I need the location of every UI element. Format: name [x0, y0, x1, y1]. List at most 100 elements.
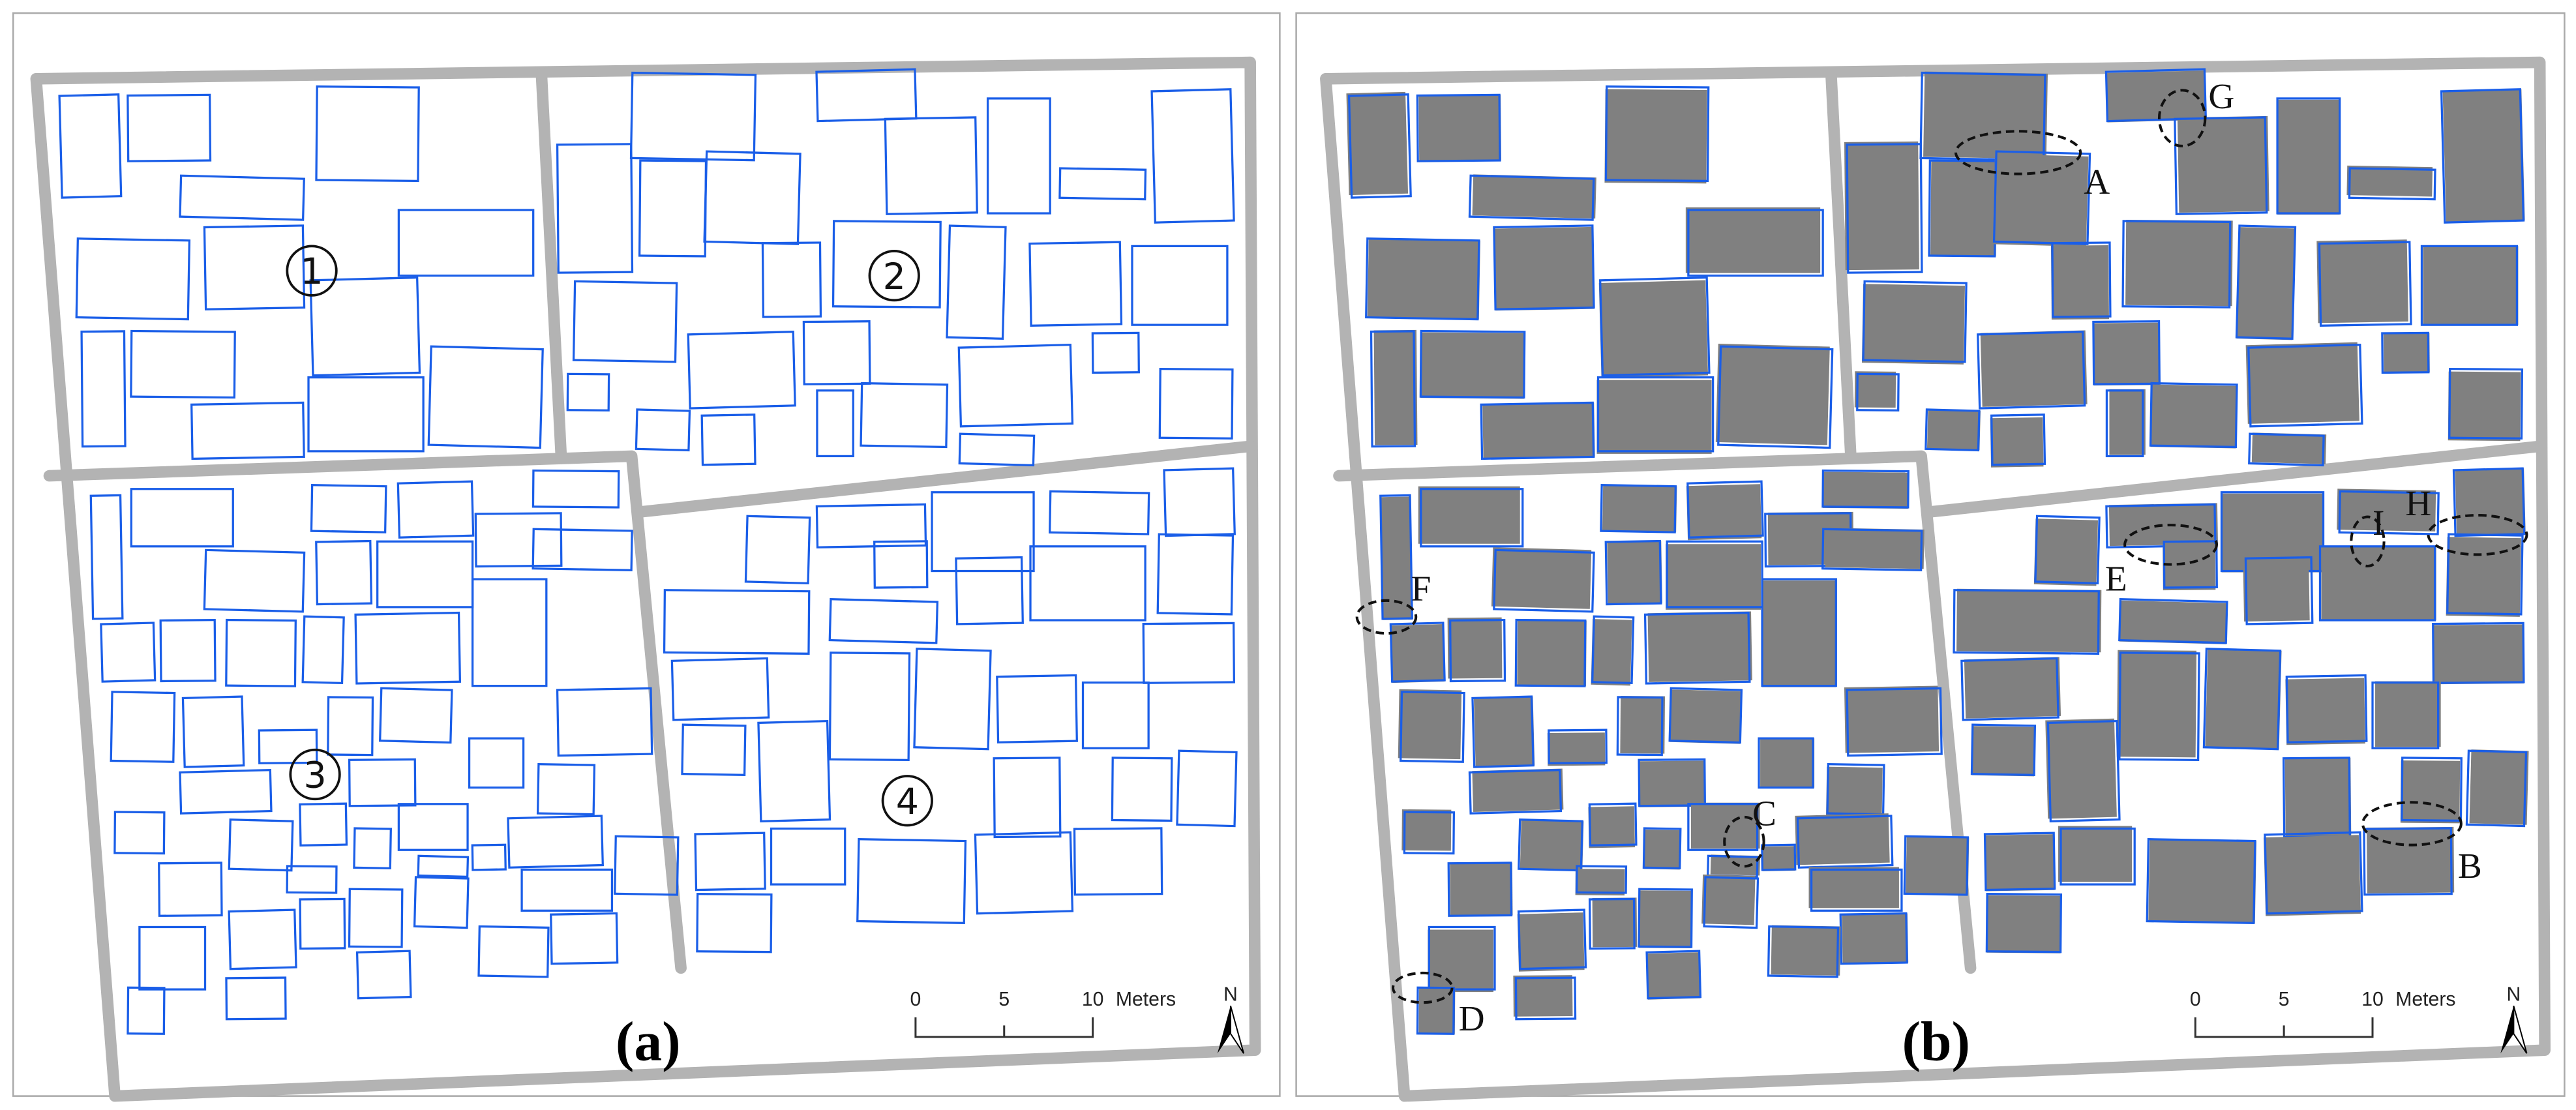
- building: [179, 174, 305, 221]
- building: [2381, 331, 2430, 374]
- building-outline: [471, 578, 548, 687]
- building: [1419, 329, 1526, 399]
- building-footprint: [2337, 488, 2436, 532]
- building-outline: [696, 893, 773, 953]
- building: [1844, 141, 1923, 274]
- highlight-ellipse: [1355, 599, 1418, 635]
- building: [1638, 888, 1693, 949]
- building-outline: [58, 93, 123, 199]
- building: [2400, 757, 2463, 824]
- building: [670, 657, 770, 721]
- building-outline: [831, 220, 942, 308]
- building-footprint: [1428, 929, 1493, 993]
- building-footprint: [1592, 897, 1638, 948]
- building-outline: [816, 389, 854, 458]
- building-footprint: [2442, 89, 2525, 223]
- building: [2163, 540, 2218, 591]
- building-outline: [1638, 888, 1693, 948]
- building: [1686, 480, 1764, 541]
- roads: [30, 56, 1261, 1102]
- building: [536, 763, 596, 816]
- building: [471, 578, 548, 687]
- building: [1058, 167, 1147, 201]
- building: [802, 320, 871, 385]
- building-outline: [2348, 167, 2436, 201]
- building-outline: [310, 484, 387, 533]
- building: [75, 237, 191, 321]
- building: [993, 757, 1062, 839]
- building-outline: [1163, 467, 1236, 537]
- building: [1158, 367, 1234, 440]
- building-footprint: [2045, 718, 2117, 819]
- building-outline: [1518, 818, 1583, 872]
- building-footprint: [1854, 371, 1896, 408]
- building: [2285, 674, 2368, 745]
- building-footprint: [1547, 732, 1606, 766]
- building: [181, 695, 245, 768]
- building-outline: [159, 618, 217, 683]
- building-footprint: [1701, 874, 1756, 925]
- building-outline: [1983, 832, 2056, 892]
- annotation-F: F: [1411, 569, 1431, 608]
- building: [1163, 467, 1236, 537]
- building-outline: [1992, 150, 2091, 245]
- building-outline: [2276, 97, 2341, 215]
- building: [1480, 401, 1595, 460]
- building-outline: [1468, 768, 1563, 815]
- building-footprint: [1762, 580, 1836, 687]
- building-outline: [2247, 343, 2363, 428]
- building-outline: [2174, 116, 2268, 215]
- building: [1365, 237, 1480, 321]
- building-outline: [1953, 589, 2100, 655]
- building-outline: [1642, 827, 1682, 870]
- building: [1547, 728, 1608, 766]
- panel-frame: [1295, 12, 2566, 1097]
- building-outline: [397, 803, 469, 851]
- building-outline: [471, 843, 507, 871]
- building: [1903, 835, 1969, 896]
- building-footprint: [1604, 89, 1707, 184]
- building-outline: [2104, 68, 2208, 123]
- building: [348, 888, 404, 948]
- building: [299, 897, 346, 950]
- building: [703, 150, 801, 245]
- building-footprint: [2109, 389, 2146, 455]
- building: [1642, 827, 1682, 870]
- building-outline: [1416, 93, 1501, 162]
- building: [2371, 681, 2441, 749]
- building-outline: [348, 888, 404, 948]
- building: [1150, 88, 1235, 224]
- building: [694, 832, 766, 892]
- building-outline: [1156, 533, 1235, 616]
- building: [566, 372, 610, 412]
- building: [1795, 813, 1894, 869]
- building-footprint: [1971, 726, 2035, 777]
- building-outline: [556, 687, 653, 757]
- building-outline: [757, 719, 831, 822]
- building-footprint: [1472, 768, 1564, 813]
- building: [2363, 826, 2455, 896]
- building: [471, 843, 507, 871]
- building-footprint: [2245, 342, 2359, 424]
- building-outline: [113, 811, 166, 855]
- building: [1844, 685, 1943, 757]
- building: [1028, 241, 1123, 327]
- building-footprint: [1761, 846, 1795, 871]
- building-outline: [376, 540, 474, 608]
- building-footprint: [1964, 657, 2061, 719]
- building-footprint: [1822, 472, 1909, 509]
- building: [130, 329, 236, 399]
- building: [1643, 611, 1752, 685]
- building: [2050, 241, 2112, 320]
- building-footprint: [2108, 503, 2219, 547]
- svg-text:2: 2: [883, 256, 906, 298]
- building-outline: [1150, 88, 1235, 224]
- building: [520, 868, 614, 912]
- building-footprint: [2093, 322, 2160, 386]
- building-outline: [828, 598, 939, 644]
- building-outline: [397, 480, 475, 539]
- building: [1685, 207, 1824, 277]
- building: [1379, 494, 1413, 620]
- building: [663, 589, 811, 655]
- building: [203, 224, 306, 310]
